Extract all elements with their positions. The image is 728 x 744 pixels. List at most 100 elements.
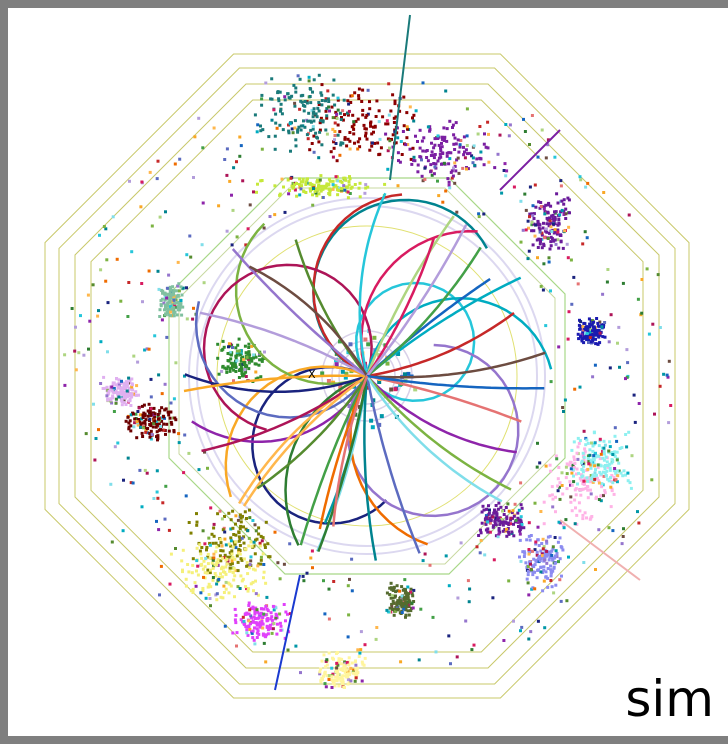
hit [129, 429, 132, 432]
hit [309, 101, 312, 104]
hit [598, 325, 601, 328]
hit [231, 560, 234, 563]
hit [247, 587, 250, 590]
hit [272, 605, 275, 608]
hit [288, 189, 291, 192]
hit [215, 564, 218, 567]
hit [411, 602, 414, 605]
hit [546, 586, 549, 589]
hit [576, 483, 579, 486]
hit [452, 175, 455, 178]
hit [423, 178, 426, 181]
hit [586, 485, 589, 488]
hit [536, 239, 539, 242]
hit [181, 294, 184, 297]
hit [357, 94, 360, 97]
hit [358, 137, 361, 140]
hit [279, 622, 282, 625]
hit [483, 163, 486, 166]
hit [603, 440, 606, 443]
hit [264, 605, 267, 608]
hit [562, 410, 565, 413]
hit [313, 107, 316, 110]
hit [544, 555, 547, 558]
hit [176, 301, 179, 304]
hit [551, 237, 554, 240]
hit [542, 547, 545, 550]
hit [253, 642, 256, 645]
hit [356, 148, 359, 151]
hit [279, 629, 282, 632]
hit [354, 680, 357, 683]
hit [165, 407, 168, 410]
hit [606, 268, 609, 271]
hit [392, 133, 395, 136]
hit [355, 676, 358, 679]
hit [324, 665, 327, 668]
hit [427, 159, 430, 162]
hit [97, 309, 100, 312]
hit [255, 191, 258, 194]
hit [160, 406, 163, 409]
hit [586, 236, 589, 239]
hit [234, 370, 237, 373]
hit [564, 208, 567, 211]
hit [412, 607, 415, 610]
hit [581, 325, 584, 328]
hit [621, 474, 624, 477]
hit [571, 484, 574, 487]
hit [294, 645, 297, 648]
hit [466, 134, 469, 137]
hit [554, 510, 557, 513]
hit [300, 184, 303, 187]
hit [234, 618, 237, 621]
hit [542, 222, 545, 225]
hit [552, 240, 555, 243]
hit [247, 604, 250, 607]
hit [603, 459, 606, 462]
hit [335, 175, 338, 178]
hit [327, 106, 330, 109]
hit [590, 492, 593, 495]
hit [653, 413, 656, 416]
hit [519, 200, 522, 203]
hit [590, 477, 593, 480]
hit [260, 94, 263, 97]
hit [650, 478, 653, 481]
hit [217, 204, 220, 207]
hit [555, 455, 558, 458]
hit [244, 371, 247, 374]
hit [281, 112, 284, 115]
hit [415, 109, 418, 112]
hit [340, 118, 343, 121]
hit [338, 154, 341, 157]
hit [172, 291, 175, 294]
hit [341, 181, 344, 184]
hit [309, 557, 312, 560]
hit [314, 190, 317, 193]
hit [390, 582, 393, 585]
hit [335, 113, 338, 116]
hit [607, 450, 610, 453]
hit [332, 682, 335, 685]
hit [498, 520, 501, 523]
hit [592, 338, 595, 341]
hit [662, 373, 665, 376]
hit [264, 582, 267, 585]
hit [348, 656, 351, 659]
hit [552, 545, 555, 548]
hit [429, 564, 432, 567]
hit [311, 550, 314, 553]
hit [330, 150, 333, 153]
hit [554, 536, 557, 539]
hit [215, 561, 218, 564]
hit [375, 99, 378, 102]
hit [453, 161, 456, 164]
hit [109, 483, 112, 486]
hit [181, 570, 184, 573]
hit [583, 430, 586, 433]
hit [553, 156, 556, 159]
hit [631, 454, 634, 457]
hit [257, 526, 260, 529]
hit [117, 396, 120, 399]
